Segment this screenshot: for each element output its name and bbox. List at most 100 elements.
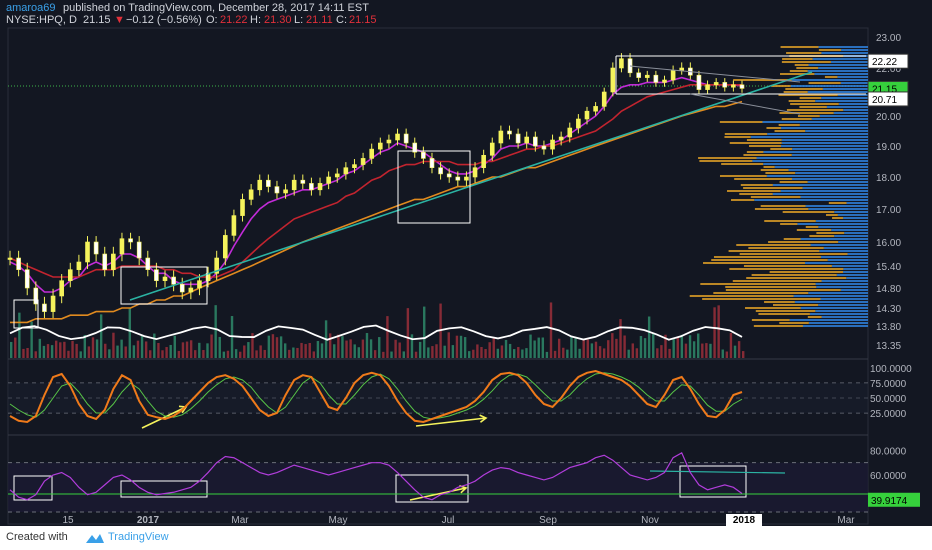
volume-bar	[165, 347, 168, 358]
volume-profile-bar	[821, 316, 868, 318]
volume-bar	[75, 343, 78, 358]
volume-profile	[689, 46, 868, 327]
volume-bar	[198, 342, 201, 358]
volume-bar	[557, 338, 561, 358]
volume-bar	[504, 339, 508, 358]
candle-body	[713, 82, 719, 86]
volume-profile-bar	[748, 247, 824, 249]
volume-bar	[255, 350, 258, 358]
candle-body	[524, 136, 530, 144]
candle-body	[644, 74, 650, 78]
ma-fast-line	[9, 76, 743, 293]
volume-profile-bar	[725, 289, 841, 291]
candle-body	[464, 176, 469, 181]
rsi-highlight-box	[13, 475, 53, 501]
low-label: L:	[294, 14, 304, 26]
volume-bar	[279, 336, 283, 358]
volume-profile-bar	[820, 298, 868, 300]
volume-bar	[177, 350, 181, 358]
candle-body	[128, 238, 133, 243]
volume-bar	[259, 345, 262, 358]
volume-bar	[194, 350, 197, 358]
volume-bar	[459, 335, 463, 358]
candle-body	[154, 269, 159, 281]
volume-profile-bar	[746, 277, 847, 279]
candle-body	[240, 199, 245, 216]
time-axis-label: May	[329, 515, 348, 526]
volume-bar	[607, 340, 610, 358]
candle-body	[636, 72, 641, 78]
volume-profile-bar	[750, 136, 868, 138]
volume-profile-bar	[743, 154, 792, 156]
volume-profile-bar	[733, 79, 792, 81]
volume-bar	[623, 335, 626, 358]
volume-profile-bar	[768, 241, 839, 243]
volume-bar	[406, 308, 410, 358]
candle-body	[576, 118, 581, 129]
candle-body	[369, 148, 374, 159]
volume-profile-bar	[778, 94, 838, 96]
volume-bar	[582, 338, 585, 358]
volume-bar	[553, 350, 557, 358]
volume-profile-bar	[800, 307, 868, 309]
volume-profile-bar	[743, 265, 832, 267]
volume-profile-bar	[800, 196, 868, 198]
volume-profile-bar	[819, 250, 868, 252]
tradingview-brand[interactable]: TradingView	[108, 531, 169, 543]
volume-profile-bar	[808, 322, 868, 324]
volume-bar	[570, 335, 573, 358]
volume-bar	[484, 349, 487, 358]
volume-profile-bar	[789, 319, 868, 321]
volume-profile-bar	[815, 220, 868, 222]
volume-profile-bar	[827, 259, 868, 261]
volume-bar	[386, 316, 389, 358]
volume-profile-bar	[731, 199, 755, 201]
low-value: 21.11	[306, 14, 333, 26]
candle-body	[257, 179, 263, 191]
rsi-axis-label: 80.0000	[870, 446, 907, 457]
volume-bar	[619, 319, 622, 358]
author-link[interactable]: amaroa69	[6, 2, 56, 14]
volume-profile-bar	[748, 145, 781, 147]
volume-profile-bar	[795, 172, 868, 174]
volume-bar	[476, 344, 479, 358]
volume-bar	[91, 337, 95, 358]
volume-bar	[333, 344, 336, 358]
volume-profile-bar	[750, 196, 801, 198]
volume-bar	[300, 342, 303, 358]
candle-body	[274, 186, 280, 194]
volume-bar	[378, 337, 381, 358]
candle-body	[326, 176, 331, 184]
volume-profile-bar	[754, 208, 809, 210]
volume-profile-bar	[836, 274, 868, 276]
symbol-label[interactable]: NYSE:HPQ, D	[6, 14, 77, 26]
candle-body	[593, 106, 598, 112]
volume-profile-bar	[837, 76, 868, 78]
volume-bar	[398, 342, 401, 358]
candle-body	[33, 287, 39, 305]
volume-bar	[304, 344, 307, 358]
volume-profile-bar	[815, 310, 868, 312]
volume-bar	[627, 349, 630, 358]
candle-body	[472, 167, 478, 178]
volume-bar	[189, 340, 193, 358]
volume-profile-bar	[809, 313, 868, 315]
volume-bar	[288, 349, 291, 358]
volume-profile-bar	[802, 187, 868, 189]
time-axis-label: 15	[62, 515, 74, 526]
volume-profile-bar	[832, 217, 844, 219]
volume-profile-bar	[793, 295, 868, 297]
volume-profile-bar	[830, 61, 868, 63]
volume-bar	[181, 342, 185, 358]
candle-body	[619, 58, 624, 69]
volume-profile-bar	[799, 106, 827, 108]
price-candles	[7, 53, 745, 319]
volume-profile-bar	[781, 118, 812, 120]
candle-body	[550, 139, 555, 150]
volume-profile-bar	[786, 109, 844, 111]
candle-body	[317, 183, 323, 191]
volume-bar	[676, 337, 679, 358]
stoch-axis-label: 50.0000	[870, 394, 907, 405]
candle-body	[119, 238, 125, 255]
